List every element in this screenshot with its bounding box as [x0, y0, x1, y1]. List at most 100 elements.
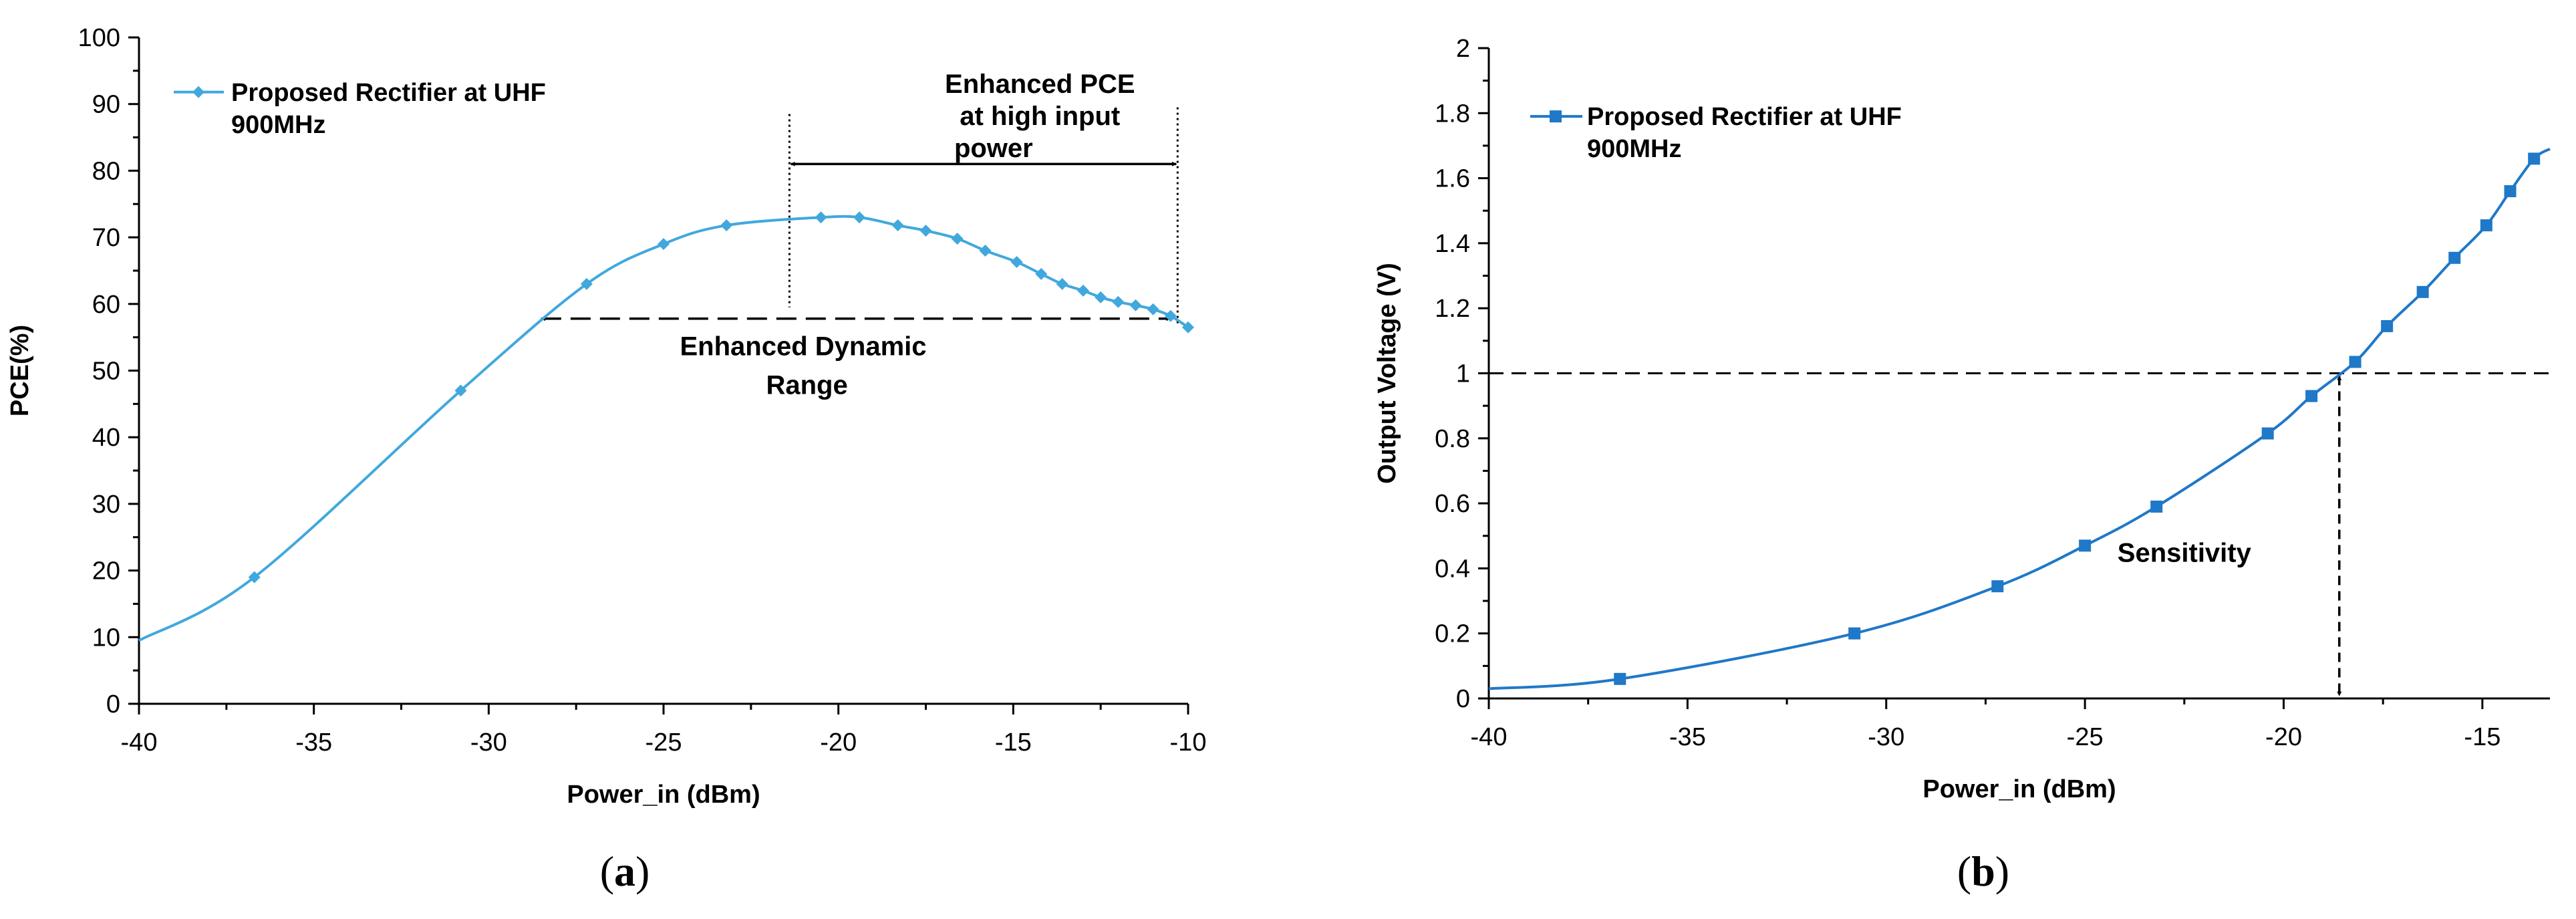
y-tick-label: 10	[92, 624, 120, 652]
voltage-legend: Proposed Rectifier at UHF 900MHz	[1530, 103, 1908, 163]
sensitivity-annotation: Sensitivity	[2118, 539, 2252, 568]
pce-data-point	[891, 219, 904, 232]
pce-x-axis-label: Power_in (dBm)	[567, 781, 760, 809]
y-tick-label: 1	[1456, 360, 1470, 388]
pce-data-point	[1035, 267, 1048, 280]
y-tick-label: 50	[92, 358, 120, 386]
pce-data-point	[1147, 303, 1159, 315]
x-tick-label: -20	[820, 729, 857, 757]
pce-region-annotation: Enhanced PCE at high input power	[945, 70, 1143, 163]
pce-data-point	[1112, 295, 1125, 308]
pce-data-point	[248, 571, 261, 583]
panel-label-a-letter: a	[614, 847, 635, 895]
pce-data-point	[1129, 299, 1142, 311]
x-tick-label: -10	[1170, 729, 1207, 757]
y-tick-label: 1.2	[1435, 295, 1470, 323]
x-tick-label: -15	[2464, 723, 2500, 751]
voltage-y-axis-label: Output Voltage (V)	[1373, 263, 1401, 484]
y-tick-label: 2	[1456, 35, 1470, 63]
voltage-legend-marker	[1550, 110, 1562, 123]
dynamic-range-annotation-line: Range	[766, 371, 847, 400]
y-tick-label: 0.4	[1435, 555, 1470, 583]
voltage-data-point	[1848, 627, 1861, 640]
panel-label-b: (b)	[1957, 847, 2009, 895]
voltage-data-point	[2305, 390, 2318, 402]
pce-region-annotation-line: power	[954, 134, 1033, 163]
voltage-series-line	[1488, 148, 2551, 690]
pce-data-point	[1182, 321, 1194, 334]
voltage-data-point	[1991, 580, 2004, 593]
voltage-data-point	[2480, 219, 2492, 232]
pce-data-point	[951, 233, 964, 245]
x-tick-label: -35	[295, 729, 332, 757]
voltage-data-point	[2261, 427, 2274, 440]
pce-data-point	[1077, 284, 1089, 297]
x-tick-label: -30	[470, 729, 507, 757]
pce-legend-label: Proposed Rectifier at UHF 900MHz	[231, 79, 553, 139]
pce-data-point	[979, 245, 992, 257]
pce-data-point	[919, 225, 932, 237]
pce-y-ticks: 0 10 20 30 40 50 60 70 80 90 100	[78, 24, 139, 718]
pce-region-annotation-line: Enhanced PCE	[945, 70, 1135, 99]
y-tick-label: 0.8	[1435, 425, 1470, 453]
voltage-y-ticks: 0 0.2 0.4 0.6 0.8 1 1.2 1.4 1.6 1.8 2	[1435, 35, 1489, 713]
x-tick-label: -20	[2265, 723, 2302, 751]
voltage-legend-label-line: 900MHz	[1587, 135, 1682, 163]
x-tick-label: -25	[2067, 723, 2104, 751]
pce-data-point	[658, 238, 670, 251]
panel-label-a: (a)	[600, 847, 650, 895]
voltage-x-axis-label: Power_in (dBm)	[1922, 775, 2116, 803]
x-tick-label: -40	[121, 729, 158, 757]
voltage-x-ticks: -40 -35 -30 -25 -20 -15	[1471, 698, 2500, 751]
pce-x-ticks: -40 -35 -30 -25 -20 -15 -10	[121, 704, 1207, 757]
pce-data-point	[1010, 255, 1023, 268]
x-tick-label: -35	[1669, 723, 1706, 751]
x-tick-label: -25	[646, 729, 682, 757]
y-tick-label: 0	[106, 690, 120, 718]
pce-data-point	[1095, 291, 1107, 303]
pce-data-point	[1056, 277, 1068, 290]
voltage-series-markers	[1614, 152, 2541, 685]
voltage-data-point	[1614, 672, 1626, 685]
x-tick-label: -15	[995, 729, 1032, 757]
pce-legend: Proposed Rectifier at UHF 900MHz	[174, 79, 553, 139]
y-tick-label: 60	[92, 291, 120, 319]
y-tick-label: 100	[78, 24, 120, 52]
y-tick-label: 70	[92, 224, 120, 252]
pce-y-axis-label: PCE(%)	[6, 325, 34, 416]
y-tick-label: 80	[92, 157, 120, 185]
voltage-legend-label: Proposed Rectifier at UHF 900MHz	[1587, 103, 1908, 163]
panel-label-b-letter: b	[1971, 847, 1995, 895]
x-tick-label: -30	[1868, 723, 1904, 751]
voltage-chart: 0 0.2 0.4 0.6 0.8 1 1.2 1.4 1.6 1.8 2 -40 -35 -30 -25…	[1373, 35, 2551, 895]
voltage-data-point	[2381, 319, 2394, 332]
y-tick-label: 40	[92, 424, 120, 452]
pce-data-point	[1164, 309, 1177, 322]
pce-series-line	[138, 215, 1189, 642]
y-tick-label: 1.8	[1435, 100, 1470, 128]
y-tick-label: 20	[92, 557, 120, 585]
pce-data-point	[720, 219, 733, 232]
voltage-data-point	[2528, 152, 2541, 165]
y-tick-label: 0.2	[1435, 620, 1470, 648]
pce-data-point	[853, 211, 866, 224]
pce-chart: 0 10 20 30 40 50 60 70 80 90 100 -40 -35 -30 -25 -20 -1…	[6, 24, 1206, 895]
x-tick-label: -40	[1471, 723, 1508, 751]
voltage-data-point	[2349, 356, 2362, 368]
y-tick-label: 1.6	[1435, 165, 1470, 193]
voltage-legend-label-line: Proposed Rectifier at UHF	[1587, 103, 1902, 131]
dynamic-range-annotation: Enhanced Dynamic Range	[680, 332, 934, 400]
voltage-data-point	[2504, 185, 2517, 198]
pce-series-markers	[248, 211, 1194, 583]
pce-region-annotation-line: at high input	[960, 102, 1120, 131]
voltage-data-point	[2150, 500, 2163, 513]
y-tick-label: 0.6	[1435, 490, 1470, 518]
y-tick-label: 30	[92, 491, 120, 519]
pce-legend-label-line: 900MHz	[231, 111, 326, 139]
dynamic-range-annotation-line: Enhanced Dynamic	[680, 332, 926, 362]
y-tick-label: 0	[1456, 685, 1470, 713]
pce-legend-label-line: Proposed Rectifier at UHF	[231, 79, 546, 107]
pce-legend-marker	[192, 86, 204, 98]
voltage-data-point	[2416, 285, 2429, 298]
